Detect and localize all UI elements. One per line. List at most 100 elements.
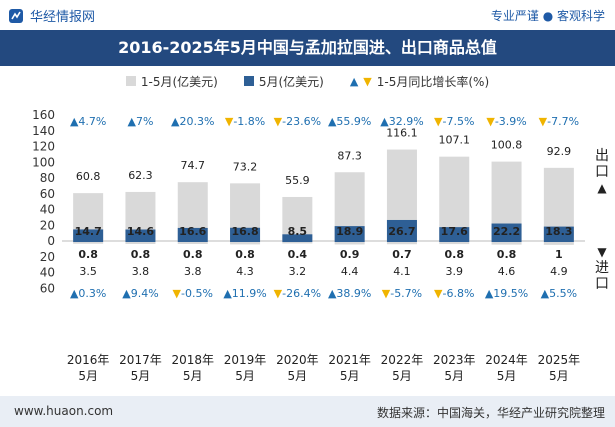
bar-import-monthly [177,241,208,242]
logo-icon [9,8,23,23]
x-tick-label: 5月 [235,369,255,383]
chart-legend: 1-5月(亿美元) 5月(亿美元) ▲ ▼ 1-5月同比增长率(%) [0,68,615,94]
growth-export-label: ▲7% [127,115,153,128]
x-tick-label: 2025年 [538,353,581,367]
bar-import-monthly [334,241,365,242]
import-arrow-icon: ▼ [597,245,607,259]
chart-plot: 16014012010080604020020406060.814.70.83.… [32,108,585,383]
growth-import-label: ▲38.9% [328,287,371,300]
growth-down-icon: ▼ [363,74,372,88]
y-tick-label: 20 [40,250,55,264]
label-import-cumulative: 3.8 [132,265,150,278]
growth-export-label: ▼-7.5% [434,115,474,128]
label-export-monthly: 14.6 [127,225,154,238]
bar-import-cumulative [386,241,417,245]
x-tick-label: 2022年 [381,353,424,367]
growth-export-label: ▼-7.7% [539,115,579,128]
growth-import-label: ▼-0.5% [173,287,213,300]
label-import-monthly: 0.7 [392,248,412,261]
y-tick-label: 140 [32,124,55,138]
x-tick-label: 5月 [183,369,203,383]
legend-swatch-cumulative [125,76,136,86]
label-import-cumulative: 4.9 [550,265,568,278]
y-tick-label: 80 [40,171,55,185]
label-export-cumulative: 74.7 [181,159,206,172]
label-export-cumulative: 55.9 [285,174,310,187]
label-import-cumulative: 4.1 [393,265,411,278]
growth-export-label: ▲20.3% [171,115,214,128]
label-import-cumulative: 3.8 [184,265,202,278]
bar-import-cumulative [439,241,470,245]
label-export-monthly: 18.9 [336,225,363,238]
label-import-cumulative: 4.6 [498,265,516,278]
import-label: 进口 [595,260,609,292]
legend-item-monthly: 5月(亿美元) [243,73,324,90]
bar-export-monthly [386,219,417,241]
growth-import-label: ▲9.4% [122,287,158,300]
label-import-monthly: 0.8 [445,248,465,261]
x-tick-label: 5月 [288,369,308,383]
x-tick-label: 5月 [497,369,517,383]
x-tick-label: 5月 [340,369,360,383]
footer: www.huaon.com 数据来源：中国海关，华经产业研究院整理 [0,396,615,427]
growth-export-label: ▲32.9% [380,115,423,128]
label-export-cumulative: 73.2 [233,160,258,173]
footer-source: 数据来源：中国海关，华经产业研究院整理 [376,406,605,420]
label-export-monthly: 22.2 [493,225,520,238]
growth-import-label: ▲11.9% [223,287,266,300]
label-import-monthly: 0.8 [497,248,517,261]
label-export-cumulative: 116.1 [386,127,418,140]
label-import-monthly: 1 [555,248,563,261]
growth-export-label: ▼-3.9% [486,115,526,128]
label-export-monthly: 26.7 [388,225,415,238]
x-tick-label: 5月 [78,369,98,383]
bar-import-monthly [439,241,470,242]
growth-export-label: ▲55.9% [328,115,371,128]
legend-label-monthly: 5月(亿美元) [258,74,324,89]
footer-site-link[interactable]: www.huaon.com [14,404,114,418]
bar-import-monthly [543,241,574,242]
bar-export-monthly [282,234,313,241]
growth-import-label: ▲5.5% [541,287,577,300]
bar-export-monthly [439,227,470,241]
growth-import-label: ▼-5.7% [382,287,422,300]
bar-export-monthly [177,227,208,241]
growth-import-label: ▲0.3% [70,287,106,300]
bar-export-monthly [73,229,104,241]
label-import-cumulative: 4.4 [341,265,359,278]
top-bar: 华经情报网 专业严谨 ● 客观科学 [0,0,615,30]
x-tick-label: 5月 [444,369,464,383]
label-import-monthly: 0.8 [131,248,151,261]
label-export-cumulative: 100.8 [491,139,523,152]
y-tick-label: 160 [32,108,55,122]
bar-import-monthly [230,241,261,242]
legend-swatch-monthly [243,76,254,86]
bar-import-cumulative [491,241,522,245]
legend-label-cumulative: 1-5月(亿美元) [140,74,218,89]
x-tick-label: 2024年 [485,353,528,367]
label-import-monthly: 0.8 [183,248,203,261]
label-export-cumulative: 92.9 [547,145,572,158]
bar-import-monthly [491,241,522,242]
brand-logo[interactable]: 华经情报网 [8,6,95,25]
label-export-monthly: 16.6 [179,225,206,238]
x-tick-label: 2018年 [171,353,214,367]
label-export-cumulative: 62.3 [128,169,153,182]
label-export-cumulative: 107.1 [439,134,471,147]
bar-export-cumulative [439,156,470,241]
label-import-monthly: 0.9 [340,248,360,261]
x-tick-label: 2017年 [119,353,162,367]
bar-import-cumulative [543,241,574,245]
y-tick-label: 100 [32,155,55,169]
x-tick-label: 5月 [392,369,412,383]
bar-import-cumulative [177,241,208,244]
legend-item-cumulative: 1-5月(亿美元) [125,73,218,90]
export-label: 出口 [595,148,609,180]
bar-import-monthly [386,241,417,242]
label-import-monthly: 0.8 [235,248,255,261]
bar-export-monthly [125,229,156,241]
tagline: 专业严谨 ● 客观科学 [490,9,605,23]
bar-import-cumulative [73,241,104,244]
growth-export-label: ▲4.7% [70,115,106,128]
label-import-monthly: 0.8 [78,248,98,261]
